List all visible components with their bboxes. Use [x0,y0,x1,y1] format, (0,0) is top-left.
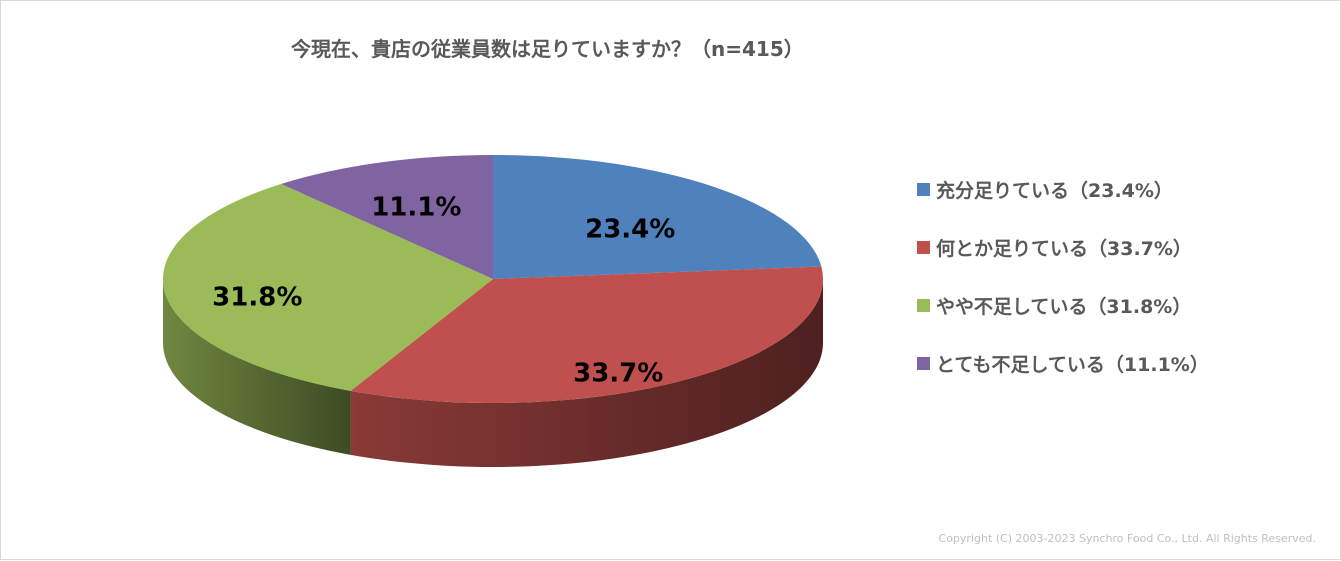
pie-slice-side [163,279,351,455]
pie-value-label: 11.1% [371,192,461,222]
pie-slice [350,266,823,404]
pie-value-label: 31.8% [212,283,302,313]
pie-slice [162,183,493,391]
legend: 充分足りている（23.4%） 何とか足りている（33.7%） やや不足している（… [917,177,1209,409]
copyright-notice: Copyright (C) 2003-2023 Synchro Food Co.… [938,532,1316,545]
pie-slice [281,155,493,279]
legend-label: 充分足りている（23.4%） [936,179,1173,202]
pie-slices [162,155,823,404]
pie-value-label: 23.4% [585,214,675,244]
pie-slice-side [350,279,823,467]
legend-item: やや不足している（31.8%） [917,293,1209,318]
legend-swatch [917,356,930,370]
chart-title: 今現在、貴店の従業員数は足りていますか？（n=415） [291,37,804,61]
legend-label: 何とか足りている（33.7%） [936,237,1192,260]
pie-slice [493,155,822,279]
legend-label: とても不足している（11.1%） [936,353,1209,376]
legend-item: 何とか足りている（33.7%） [917,235,1209,260]
legend-item: とても不足している（11.1%） [917,351,1209,376]
legend-label: やや不足している（31.8%） [936,295,1192,318]
pie-value-labels: 23.4% 33.7% 31.8% 11.1% [212,192,675,388]
legend-swatch [917,298,930,312]
legend-swatch [917,182,930,196]
pie-sides [163,279,823,467]
legend-item: 充分足りている（23.4%） [917,177,1209,202]
legend-swatch [917,240,930,254]
pie-value-label: 33.7% [573,358,663,388]
